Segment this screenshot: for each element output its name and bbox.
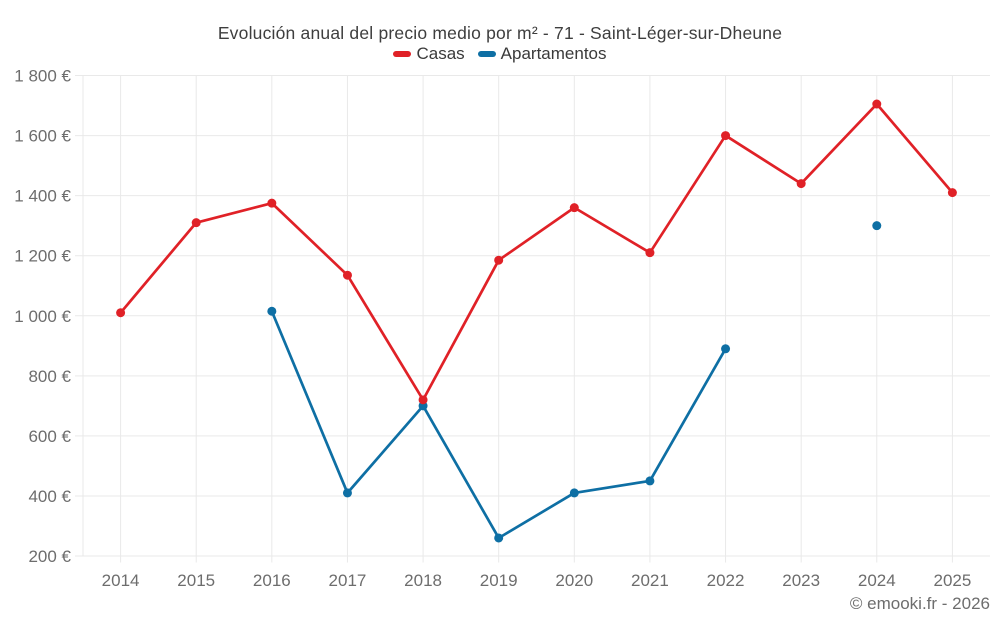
- data-point-apartamentos[interactable]: [342, 488, 352, 498]
- credit-text: © emooki.fr - 2026: [849, 594, 990, 613]
- y-axis-label: 200 €: [28, 547, 71, 566]
- x-axis-label: 2015: [177, 571, 215, 590]
- data-point-casas[interactable]: [645, 248, 655, 258]
- data-point-casas[interactable]: [342, 270, 352, 280]
- y-axis-label: 600 €: [28, 427, 71, 446]
- series-line-casas: [119, 102, 954, 402]
- data-point-casas[interactable]: [191, 218, 201, 228]
- data-point-casas[interactable]: [796, 179, 806, 189]
- y-axis-label: 800 €: [28, 367, 71, 386]
- casas-legend-label: Casas: [416, 44, 465, 63]
- apartamentos-legend-label: Apartamentos: [500, 44, 607, 63]
- x-axis-label: 2016: [253, 571, 291, 590]
- data-point-casas[interactable]: [721, 131, 731, 141]
- data-point-casas[interactable]: [872, 99, 882, 109]
- data-point-apartamentos[interactable]: [872, 221, 882, 231]
- legend-item-casas[interactable]: Casas: [393, 44, 465, 64]
- data-point-casas[interactable]: [947, 188, 957, 198]
- data-point-casas[interactable]: [494, 255, 504, 265]
- x-axis-label: 2023: [782, 571, 820, 590]
- casas-series-swatch: [393, 51, 412, 57]
- x-axis-label: 2025: [933, 571, 971, 590]
- y-axis-label: 1 600 €: [14, 127, 71, 146]
- y-axis-label: 1 000 €: [14, 307, 71, 326]
- data-point-casas[interactable]: [116, 308, 126, 318]
- data-point-apartamentos[interactable]: [645, 476, 655, 486]
- data-point-casas[interactable]: [569, 203, 579, 213]
- x-axis-label: 2024: [858, 571, 896, 590]
- x-axis-label: 2018: [404, 571, 442, 590]
- x-axis-label: 2020: [555, 571, 593, 590]
- x-axis-label: 2022: [707, 571, 745, 590]
- y-axis-label: 1 400 €: [14, 187, 71, 206]
- x-axis-label: 2017: [329, 571, 367, 590]
- chart-legend: Casas Apartamentos: [0, 44, 1000, 64]
- y-axis-label: 1 800 €: [14, 67, 71, 86]
- data-point-apartamentos[interactable]: [721, 344, 731, 354]
- data-point-apartamentos[interactable]: [494, 533, 504, 543]
- x-axis-label: 2019: [480, 571, 518, 590]
- x-axis-label: 2021: [631, 571, 669, 590]
- data-point-casas[interactable]: [418, 395, 428, 405]
- chart-title: Evolución anual del precio medio por m² …: [217, 23, 783, 43]
- data-point-apartamentos[interactable]: [267, 306, 277, 316]
- apartamentos-series-swatch: [477, 51, 496, 57]
- legend-item-apartamentos[interactable]: Apartamentos: [477, 44, 607, 64]
- x-axis-label: 2014: [102, 571, 140, 590]
- data-point-casas[interactable]: [267, 198, 277, 208]
- y-axis-label: 400 €: [28, 487, 71, 506]
- data-point-apartamentos[interactable]: [569, 488, 579, 498]
- y-axis-label: 1 200 €: [14, 247, 71, 266]
